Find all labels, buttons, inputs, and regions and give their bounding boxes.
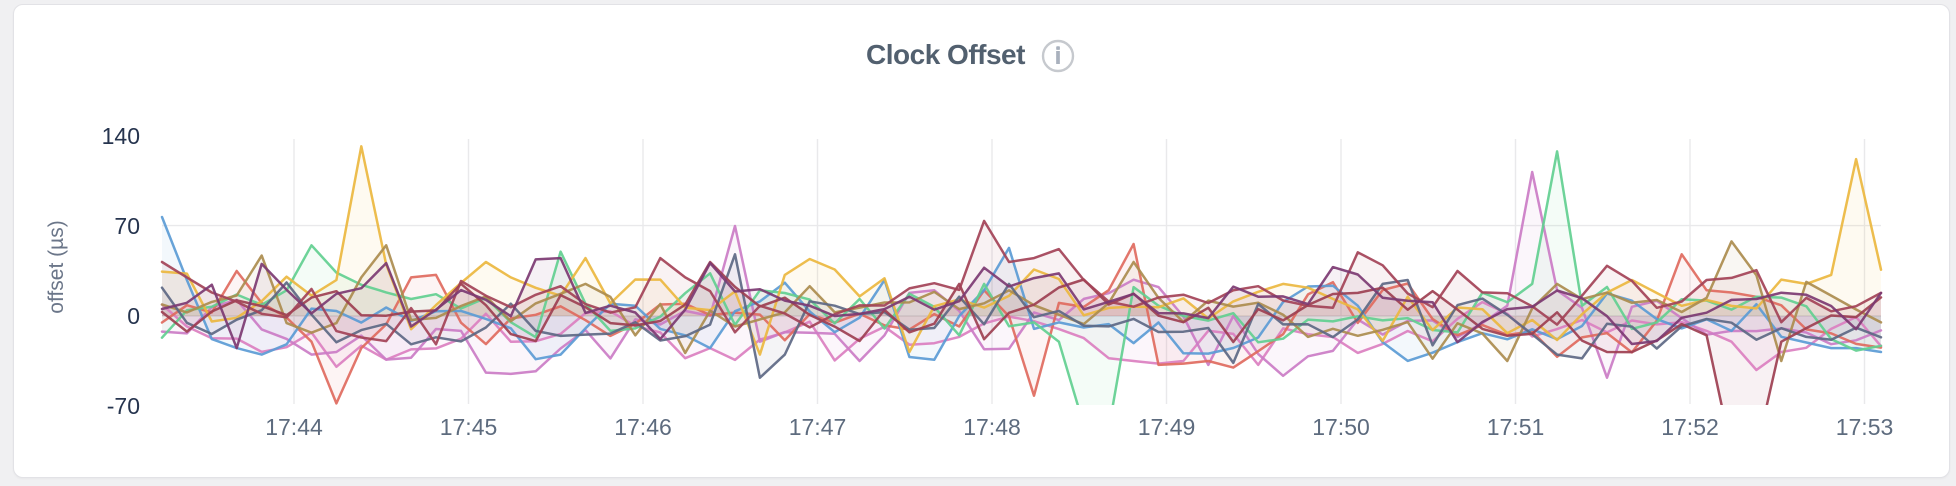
svg-text:17:51: 17:51 <box>1487 414 1545 440</box>
svg-text:17:45: 17:45 <box>440 414 498 440</box>
svg-text:17:44: 17:44 <box>265 414 323 440</box>
svg-text:70: 70 <box>114 213 140 239</box>
svg-text:140: 140 <box>102 123 140 149</box>
svg-text:0: 0 <box>127 303 140 329</box>
svg-text:17:47: 17:47 <box>789 414 847 440</box>
svg-text:offset (µs): offset (µs) <box>45 220 68 313</box>
svg-text:17:49: 17:49 <box>1138 414 1196 440</box>
svg-text:17:48: 17:48 <box>963 414 1021 440</box>
svg-text:17:50: 17:50 <box>1312 414 1370 440</box>
svg-text:17:52: 17:52 <box>1661 414 1719 440</box>
svg-text:17:46: 17:46 <box>614 414 672 440</box>
svg-text:-70: -70 <box>107 393 140 419</box>
svg-text:17:53: 17:53 <box>1836 414 1894 440</box>
